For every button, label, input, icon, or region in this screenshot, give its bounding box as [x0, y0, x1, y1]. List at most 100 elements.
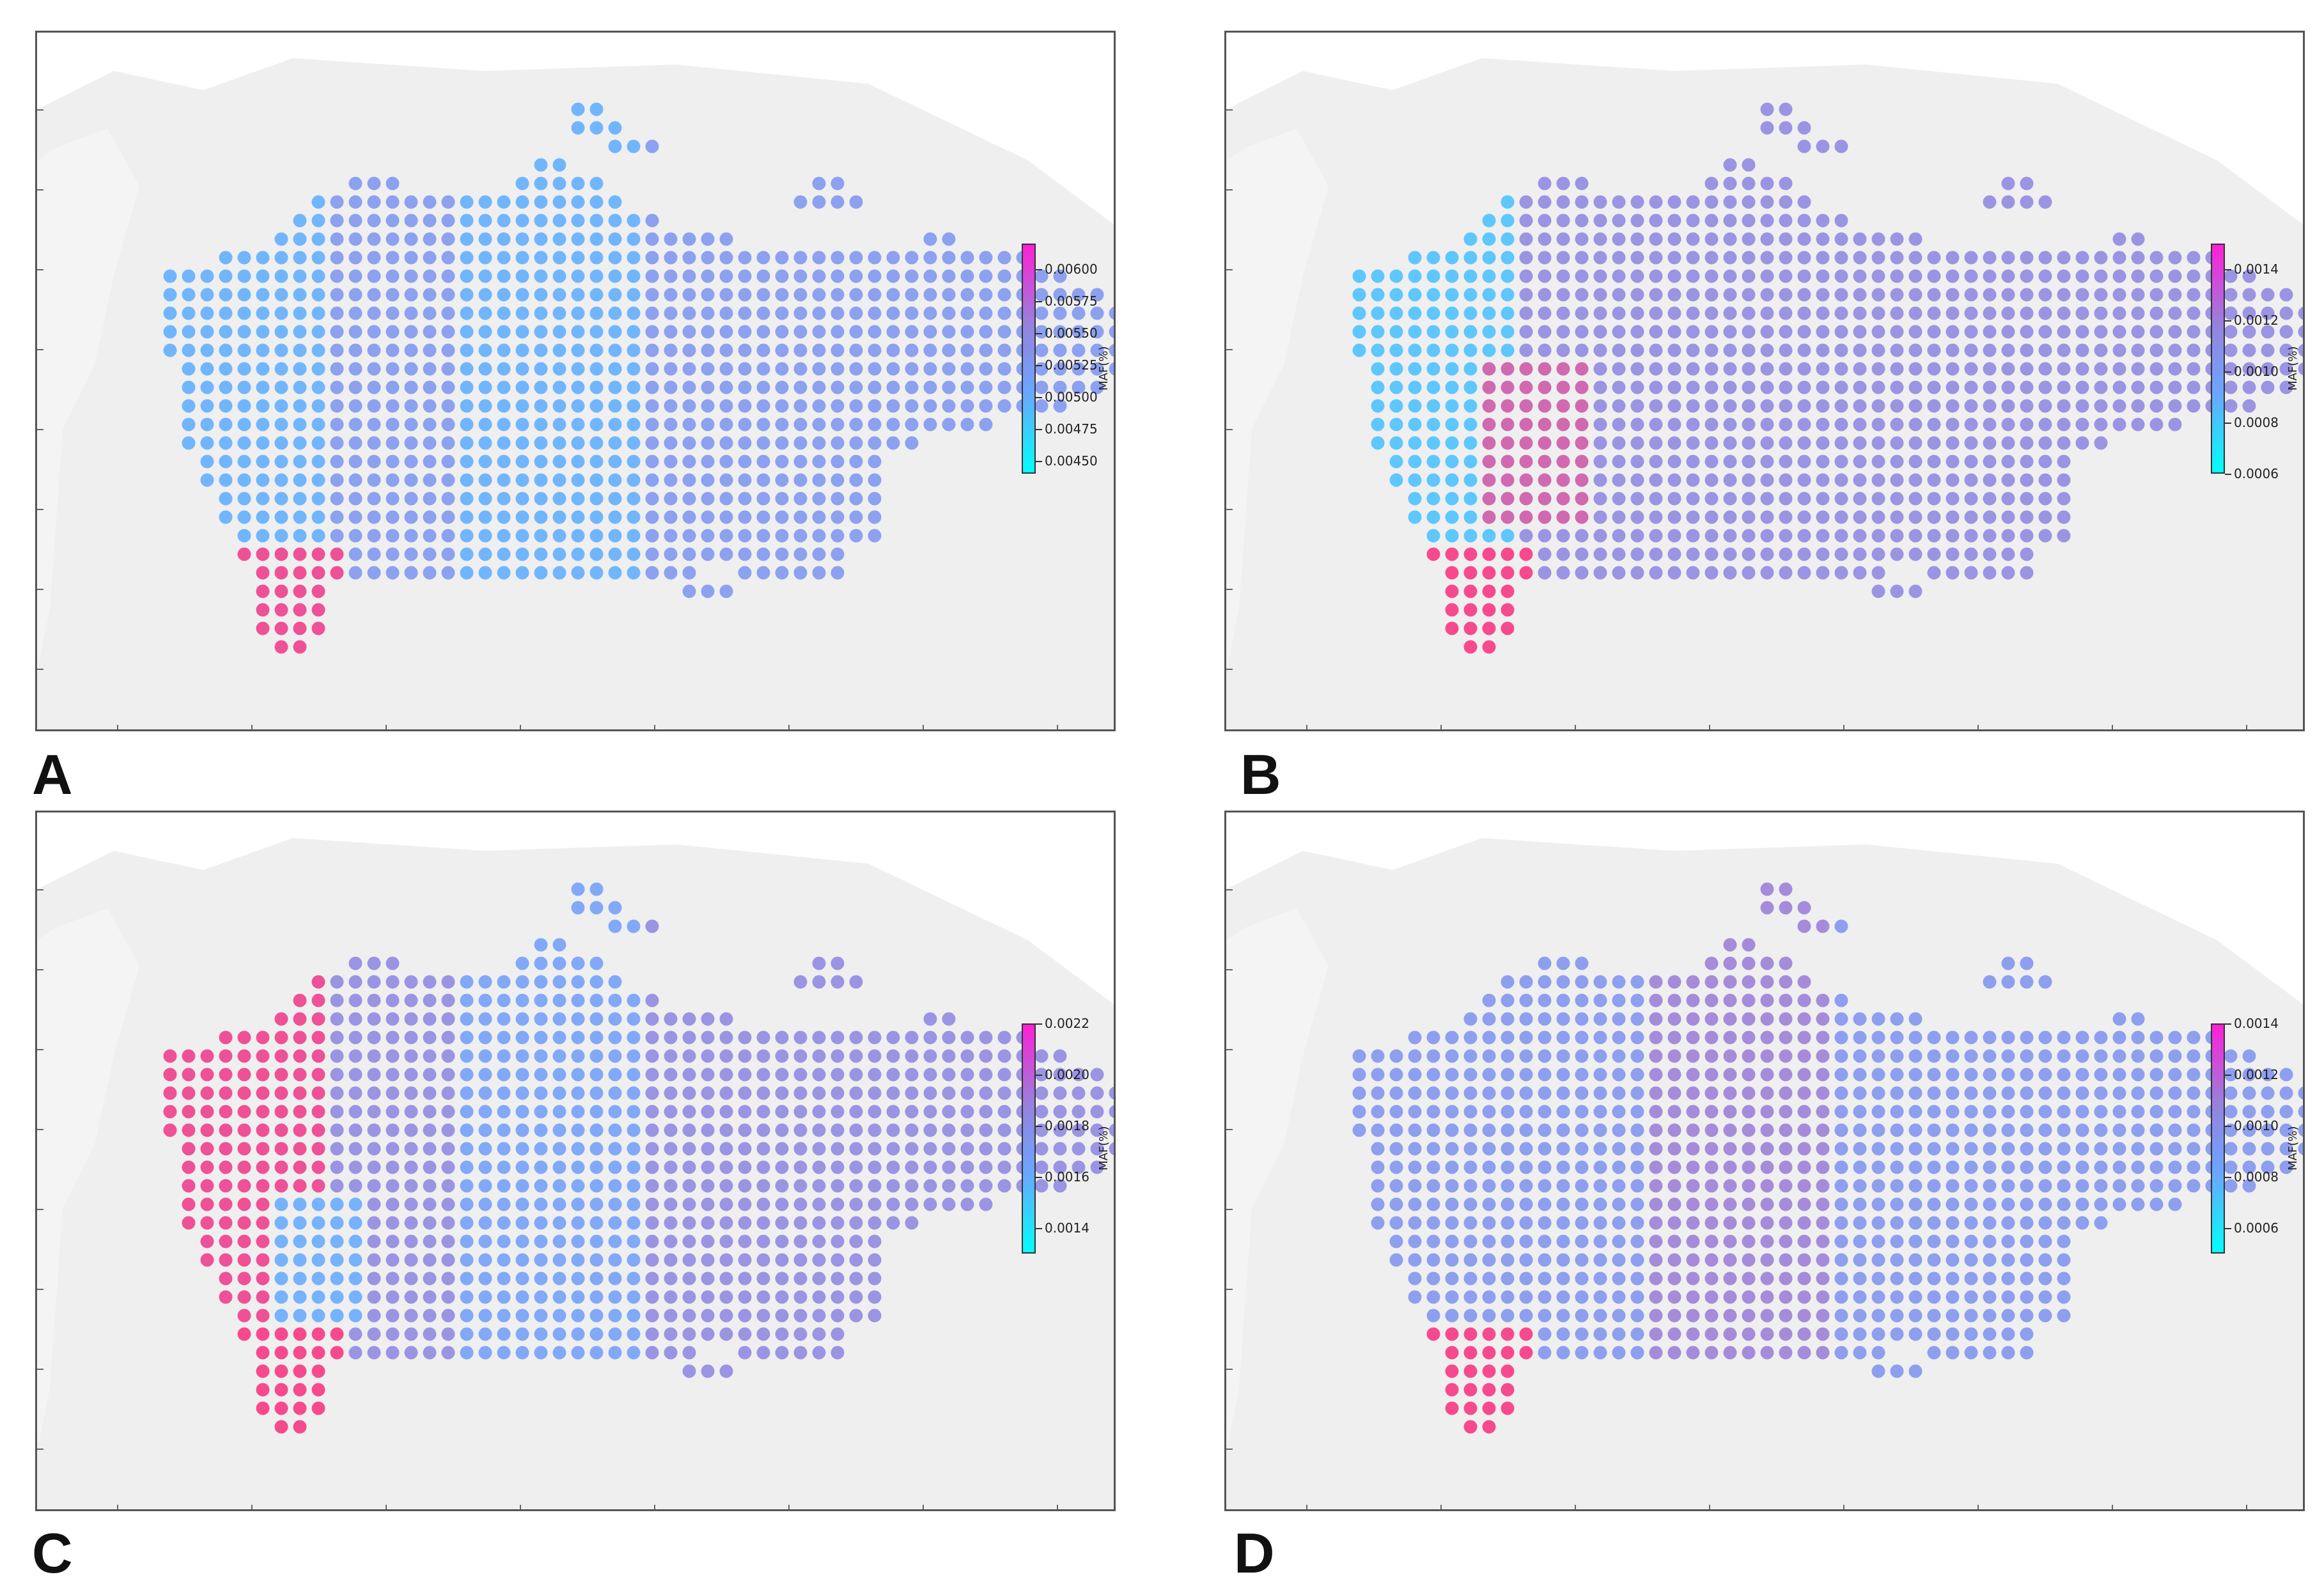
data-point: [1871, 1234, 1885, 1248]
data-point: [1463, 566, 1478, 580]
data-point: [497, 214, 511, 228]
data-point: [478, 436, 492, 450]
data-point: [552, 1309, 566, 1323]
data-point: [1908, 232, 1922, 246]
data-point: [441, 510, 455, 524]
data-point: [1445, 1030, 1459, 1045]
data-point: [1742, 214, 1756, 228]
data-point: [1575, 1068, 1589, 1082]
data-point: [793, 975, 807, 989]
data-point: [1371, 1142, 1385, 1156]
data-point: [701, 1234, 715, 1248]
data-point: [2094, 306, 2108, 320]
data-point: [256, 1142, 270, 1156]
data-point: [1408, 1049, 1422, 1063]
data-point: [1426, 325, 1440, 339]
data-point: [2112, 1049, 2126, 1063]
data-point: [868, 380, 882, 394]
data-point: [441, 547, 455, 561]
data-point: [386, 975, 400, 989]
data-point: [237, 1290, 251, 1304]
colorbar-title: MAF(%): [2286, 1126, 2300, 1170]
data-point: [2020, 269, 2034, 283]
data-point: [1426, 455, 1440, 469]
data-point: [348, 1346, 363, 1360]
data-point: [386, 1271, 400, 1286]
data-point: [1408, 1234, 1422, 1248]
data-point: [163, 1105, 177, 1119]
data-point: [979, 1030, 993, 1045]
data-point: [1908, 288, 1922, 302]
data-point: [1742, 1105, 1756, 1119]
data-point: [627, 1290, 641, 1304]
data-point: [423, 195, 437, 209]
data-point: [1445, 1049, 1459, 1063]
data-point: [1964, 1049, 1978, 1063]
data-point: [386, 214, 400, 228]
data-point: [2001, 1049, 2015, 1063]
data-point: [1556, 269, 1570, 283]
data-point: [608, 1086, 622, 1100]
data-point: [645, 380, 659, 394]
data-point: [608, 1049, 622, 1063]
data-point: [1742, 1309, 1756, 1323]
data-point: [2149, 362, 2164, 376]
data-point: [1946, 1327, 1960, 1341]
data-point: [293, 1012, 307, 1026]
data-point: [1742, 492, 1756, 506]
data-point: [608, 529, 622, 543]
data-point: [534, 1068, 548, 1082]
data-point: [2242, 1049, 2256, 1063]
x-axis-tick: [788, 725, 790, 729]
data-point: [2242, 1086, 2256, 1100]
data-point: [404, 1253, 418, 1267]
data-point: [886, 1197, 900, 1211]
data-point: [200, 380, 214, 394]
data-point: [1445, 1123, 1459, 1137]
data-point: [1908, 1197, 1922, 1211]
data-point: [1575, 343, 1589, 357]
data-point: [719, 455, 733, 469]
data-point: [886, 325, 900, 339]
data-point: [1686, 436, 1700, 450]
data-point: [1482, 436, 1496, 450]
data-point: [1445, 547, 1459, 561]
data-point: [1501, 214, 1515, 228]
data-point: [2112, 1030, 2126, 1045]
data-point: [293, 1401, 307, 1415]
data-point: [571, 547, 585, 561]
data-point: [719, 288, 733, 302]
data-point: [497, 1049, 511, 1063]
data-point: [404, 510, 418, 524]
data-point: [2038, 251, 2052, 265]
data-point: [2131, 343, 2145, 357]
data-point: [1779, 399, 1793, 413]
data-point: [645, 1086, 659, 1100]
data-point: [905, 1160, 919, 1174]
data-point: [1760, 1012, 1774, 1026]
data-point: [793, 288, 807, 302]
data-point: [1612, 455, 1626, 469]
data-point: [386, 251, 400, 265]
data-point: [1575, 975, 1589, 989]
data-point: [738, 362, 752, 376]
data-point: [738, 325, 752, 339]
data-point: [905, 1030, 919, 1045]
data-point: [1964, 1030, 1978, 1045]
data-point: [719, 1179, 733, 1193]
data-point: [497, 1142, 511, 1156]
data-point: [701, 1160, 715, 1174]
data-point: [2020, 1234, 2034, 1248]
data-point: [793, 455, 807, 469]
data-point: [1779, 343, 1793, 357]
data-point: [1723, 1271, 1737, 1286]
data-point: [1686, 1234, 1700, 1248]
data-point: [1538, 399, 1552, 413]
data-point: [1946, 417, 1960, 431]
data-point: [1630, 195, 1644, 209]
data-point: [1834, 919, 1848, 933]
data-point: [1593, 1086, 1607, 1100]
data-point: [997, 325, 1011, 339]
data-point: [219, 510, 233, 524]
data-point: [1834, 455, 1848, 469]
